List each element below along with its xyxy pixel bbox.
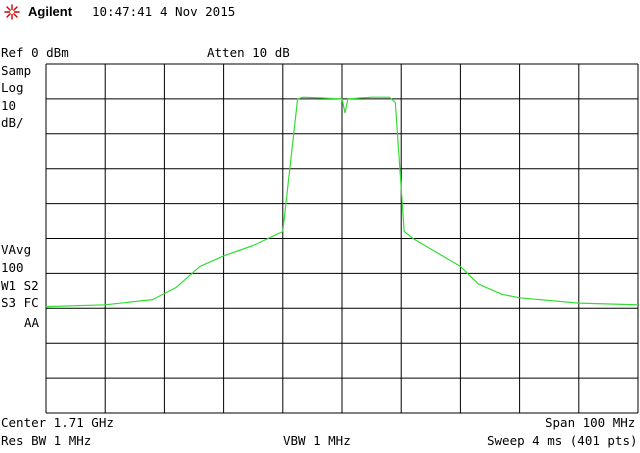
resolution-bandwidth: Res BW 1 MHz <box>1 433 92 448</box>
scale-unit: dB/ <box>1 115 24 130</box>
reference-level: Ref 0 dBm <box>1 45 69 60</box>
spectrum-trace <box>45 96 639 308</box>
trace-flags-1: W1 S2 <box>1 278 39 293</box>
sweep-time: Sweep 4 ms (401 pts) <box>487 433 638 448</box>
attenuation: Atten 10 dB <box>207 45 290 60</box>
video-bandwidth: VBW 1 MHz <box>283 433 351 448</box>
detector-mode: Samp <box>1 63 32 78</box>
video-average-count: 100 <box>1 260 24 275</box>
center-frequency: Center 1.71 GHz <box>1 415 114 430</box>
header-time: 10:47:41 <box>92 4 153 19</box>
header-date: 4 Nov 2015 <box>160 4 236 19</box>
trace-flags-3: AA <box>24 315 40 330</box>
agilent-logo-icon <box>4 4 20 20</box>
plot-grid <box>45 63 639 414</box>
trace-flags-2: S3 FC <box>1 295 39 310</box>
brand-name: Agilent <box>28 4 73 19</box>
scale-value: 10 <box>1 98 17 113</box>
frequency-span: Span 100 MHz <box>545 415 636 430</box>
scale-type: Log <box>1 80 24 95</box>
video-average-label: VAvg <box>1 242 32 257</box>
